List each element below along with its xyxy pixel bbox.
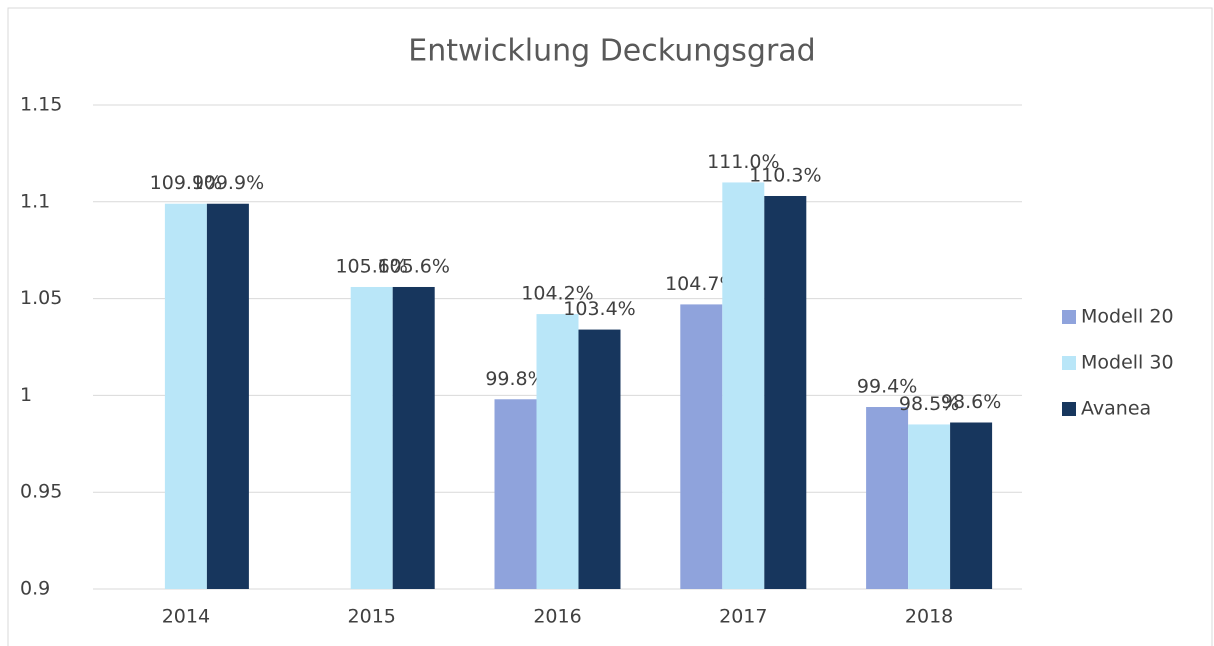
data-label: 103.4% xyxy=(563,298,635,320)
y-tick-label: 1 xyxy=(20,384,32,406)
x-tick-label: 2016 xyxy=(533,606,581,628)
bar xyxy=(866,407,909,589)
x-tick-label: 2015 xyxy=(348,606,396,628)
y-tick-label: 1.15 xyxy=(20,94,62,116)
bar xyxy=(764,195,807,589)
bar xyxy=(908,424,951,589)
y-tick-label: 0.9 xyxy=(20,578,50,600)
chart-title: Entwicklung Deckungsgrad xyxy=(408,34,815,69)
legend-label: Avanea xyxy=(1081,398,1151,420)
bar xyxy=(950,422,993,589)
y-tick-label: 1.1 xyxy=(20,190,50,212)
data-label: 105.6% xyxy=(377,255,449,277)
y-tick-label: 0.95 xyxy=(20,481,62,503)
bar xyxy=(578,329,621,589)
x-tick-label: 2017 xyxy=(719,606,767,628)
bar xyxy=(164,203,207,589)
data-label: 110.3% xyxy=(749,164,821,186)
data-label: 98.5% xyxy=(899,393,959,415)
bar xyxy=(722,182,765,589)
data-label: 109.9% xyxy=(150,172,222,194)
data-label: 99.8% xyxy=(485,368,545,390)
data-label: 109.9% xyxy=(192,172,264,194)
legend-swatch xyxy=(1062,356,1076,370)
legend-swatch xyxy=(1062,402,1076,416)
x-tick-label: 2018 xyxy=(905,606,953,628)
bar xyxy=(494,399,537,589)
bar xyxy=(680,304,723,589)
legend-label: Modell 20 xyxy=(1081,306,1174,328)
legend-swatch xyxy=(1062,310,1076,324)
bar xyxy=(536,314,579,589)
bar xyxy=(392,286,435,589)
legend-label: Modell 30 xyxy=(1081,352,1174,374)
x-tick-label: 2014 xyxy=(162,606,210,628)
chart-border xyxy=(7,7,1213,646)
data-label: 111.0% xyxy=(707,151,779,173)
bar xyxy=(350,286,393,589)
data-label: 99.4% xyxy=(857,376,917,398)
data-label: 98.6% xyxy=(941,391,1001,413)
data-label: 104.7% xyxy=(665,273,737,295)
y-tick-label: 1.05 xyxy=(20,287,62,309)
bar xyxy=(206,203,249,589)
data-label: 105.6% xyxy=(335,255,407,277)
data-label: 104.2% xyxy=(521,283,593,305)
